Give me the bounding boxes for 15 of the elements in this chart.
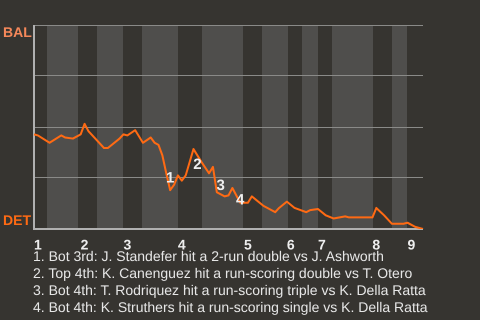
annotation: 2 bbox=[193, 156, 202, 173]
text: 2. Top 4th: K. Canenguez hit a run-scoring double vs T. Otero bbox=[33, 265, 414, 282]
x-tick-label: 5 bbox=[244, 236, 252, 252]
text: 3. Bot 4th: T. Rodriquez hit a run-scoring triple vs K. Della Ratta bbox=[33, 282, 427, 299]
x-tick-label: 9 bbox=[407, 236, 416, 252]
annotation: 3 bbox=[216, 177, 225, 194]
x-tick-label: 3 bbox=[123, 236, 132, 252]
x-tick-label: 1 bbox=[34, 236, 42, 252]
x-tick-label: 4 bbox=[178, 236, 186, 252]
text: BAL bbox=[3, 24, 32, 40]
text: 4. Bot 4th: K. Struthers hit a run-scoring single vs K. Della Ratta bbox=[33, 299, 429, 316]
x-tick-label: 2 bbox=[80, 236, 89, 252]
text: DET bbox=[3, 212, 32, 228]
x-tick-label: 7 bbox=[318, 236, 326, 252]
x-tick-label: 6 bbox=[286, 236, 295, 252]
